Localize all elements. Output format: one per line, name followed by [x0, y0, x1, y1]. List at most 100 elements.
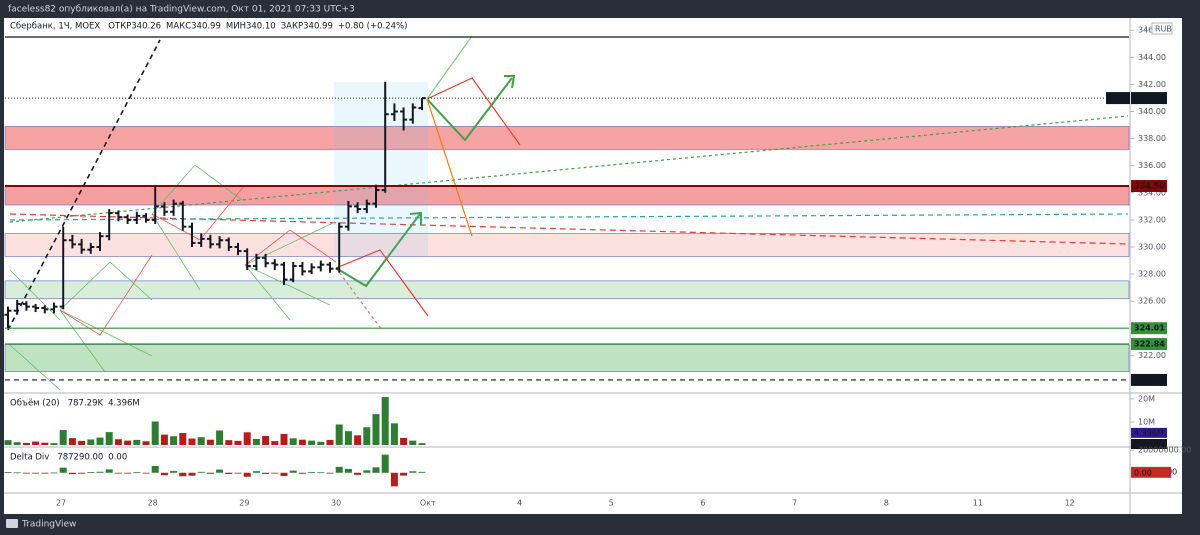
- ohlc-bar: [68, 234, 76, 249]
- bar: [326, 439, 334, 445]
- bar: [216, 469, 224, 473]
- ohlc-bar: [363, 199, 371, 214]
- bar: [170, 436, 178, 445]
- bar: [372, 414, 380, 445]
- ohlc-bar: [372, 184, 380, 208]
- x-tick-label: 4: [517, 499, 522, 508]
- bar: [124, 472, 132, 474]
- bar: [390, 423, 398, 445]
- currency-label: RUB: [1155, 25, 1172, 34]
- price-badge: [1131, 92, 1167, 105]
- ohlc-bar: [225, 237, 233, 252]
- price-badge: [1131, 180, 1167, 193]
- legend-value: +0.80 (+0.24%): [338, 22, 408, 32]
- bar: [308, 440, 316, 445]
- bar: [32, 441, 40, 445]
- logo: TradingView: [6, 519, 76, 530]
- ohlc-bar: [179, 200, 187, 231]
- bar: [151, 421, 159, 445]
- x-tick-label: 28: [148, 499, 158, 508]
- x-tick-label: 8: [884, 499, 889, 508]
- currency-badge: [1151, 22, 1173, 35]
- bar: [308, 471, 316, 473]
- bar: [50, 472, 58, 474]
- ohlc-bar: [32, 303, 40, 313]
- bar: [252, 439, 260, 445]
- zone: [4, 344, 1130, 372]
- symbol-label: SBER: [1109, 94, 1131, 103]
- bar: [400, 472, 408, 476]
- ohlc-bar: [335, 222, 343, 273]
- price-label: 334.50: [1134, 182, 1165, 191]
- ohlc-bar: [170, 199, 178, 216]
- x-tick-label: 12: [1065, 499, 1075, 508]
- bar: [197, 437, 205, 445]
- bar: [372, 467, 380, 473]
- bar: [160, 434, 168, 445]
- y-tick-label: 330.00: [1138, 243, 1166, 252]
- bar: [317, 472, 325, 474]
- bar: [4, 472, 12, 473]
- bar: [298, 439, 306, 445]
- bar: [344, 431, 352, 445]
- ohlc-bar: [197, 233, 205, 248]
- x-tick-label: 6: [700, 499, 705, 508]
- legend-title: Сбербанк, 1Ч, MOEX: [10, 22, 100, 32]
- ohlc-bar: [280, 261, 288, 285]
- bar: [409, 440, 417, 445]
- arrow: [335, 249, 429, 317]
- bar: [4, 440, 12, 445]
- arrow: [426, 75, 516, 142]
- bar: [142, 441, 150, 445]
- bar: [206, 439, 214, 445]
- bar: [41, 472, 49, 474]
- bar: [225, 472, 233, 475]
- bar: [22, 442, 30, 445]
- bar: [280, 472, 288, 476]
- bar: [363, 470, 371, 473]
- ohlc-bar: [234, 242, 242, 256]
- ohlc-bar: [326, 261, 334, 273]
- bar: [317, 441, 325, 445]
- bar: [188, 438, 196, 445]
- ohlc-bar: [105, 209, 113, 241]
- bar: [418, 471, 426, 473]
- bar: [133, 439, 141, 445]
- bar: [197, 471, 205, 473]
- y-tick-label: 338.00: [1138, 134, 1166, 143]
- bar: [409, 471, 417, 473]
- bar: [381, 397, 389, 445]
- bar: [13, 472, 21, 474]
- y-tick-label: 340.00: [1138, 107, 1166, 116]
- ohlc-bar: [133, 211, 141, 224]
- logo-icon: [6, 519, 18, 528]
- ohlc-bar: [289, 261, 297, 283]
- y-tick-label: 342.00: [1138, 80, 1166, 89]
- trend-line: [9, 115, 1129, 223]
- legend-title: Объём (20): [10, 399, 60, 409]
- ohlc-bar: [400, 107, 408, 131]
- arrow: [335, 211, 422, 288]
- y-tick-label: 20000000.00: [1138, 446, 1191, 455]
- ohlc-bar: [271, 259, 279, 271]
- ohlc-bar: [142, 213, 150, 223]
- legend-value: ОТКР340.26: [108, 22, 161, 32]
- bar: [234, 472, 242, 474]
- bar: [68, 472, 76, 475]
- bar: [354, 435, 362, 445]
- price-label: 322.84: [1134, 340, 1165, 349]
- trend-line: [7, 39, 161, 331]
- y-tick-label: 344.00: [1138, 53, 1166, 62]
- ohlc-bar: [114, 210, 122, 222]
- bar: [179, 433, 187, 445]
- ohlc-bar: [216, 236, 224, 249]
- ohlc-bar: [151, 186, 159, 224]
- bar: [252, 471, 260, 473]
- bar: [124, 440, 132, 445]
- price-badge: [1131, 373, 1167, 386]
- bar: [271, 441, 279, 445]
- legend-value: МИН340.10: [226, 22, 276, 32]
- last-price-label: 340.99: [1134, 94, 1165, 103]
